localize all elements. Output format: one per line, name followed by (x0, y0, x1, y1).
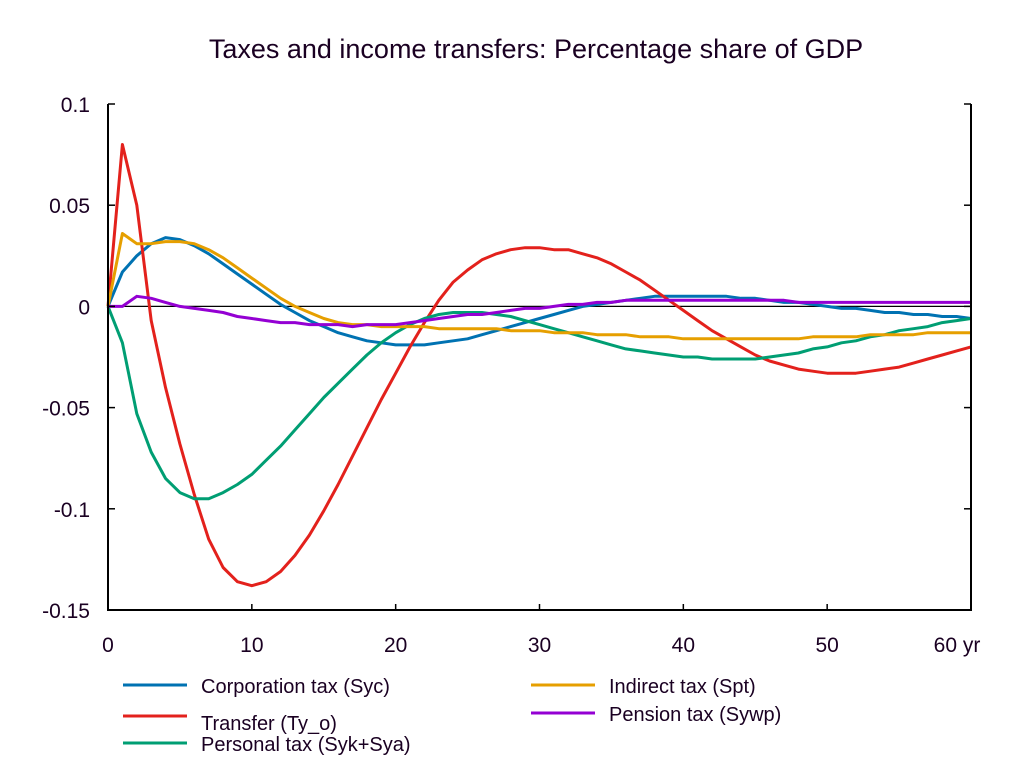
x-tick-label: 60 yr (934, 634, 981, 657)
legend-label: Corporation tax (Syc) (201, 676, 390, 698)
y-tick-label: -0.15 (42, 600, 90, 623)
x-tick-label: 30 (528, 634, 551, 657)
y-tick-label: 0.05 (49, 195, 90, 218)
legend-label: Indirect tax (Spt) (609, 676, 756, 698)
axis-frame (107, 104, 972, 611)
x-tick-label: 40 (672, 634, 695, 657)
series-line-personal-tax-syk-sya (106, 305, 972, 501)
plot-area: 0.1 0.05 0 -0.05 -0.1 -0.15 0 10 20 30 40 50 60 yr (42, 94, 980, 657)
y-tick-label: -0.1 (54, 499, 90, 522)
x-axis: 0 10 20 30 40 50 60 yr (102, 604, 980, 657)
series-line-corporation-tax-syc (106, 236, 972, 347)
x-tick-label: 0 (102, 634, 114, 657)
legend-label: Personal tax (Syk+Sya) (201, 734, 411, 756)
legend-item: Corporation tax (Syc) (123, 676, 390, 698)
series-line-transfer-ty-o (106, 143, 972, 588)
y-tick-label: -0.05 (42, 398, 90, 421)
legend-label: Pension tax (Sywp) (609, 704, 781, 726)
legend-item: Transfer (Ty_o) (123, 713, 337, 735)
y-axis: 0.1 0.05 0 -0.05 -0.1 -0.15 (42, 94, 971, 623)
x-tick-label: 10 (240, 634, 263, 657)
x-tick-label: 50 (815, 634, 838, 657)
series-line-indirect-tax-spt (106, 232, 971, 341)
legend-label: Transfer (Ty_o) (201, 713, 337, 735)
legend-item: Personal tax (Syk+Sya) (123, 734, 411, 756)
legend-item: Indirect tax (Spt) (531, 676, 756, 698)
y-tick-label: 0.1 (61, 94, 90, 117)
series-line-pension-tax-sywp (108, 294, 971, 329)
y-tick-label: 0 (78, 296, 90, 319)
legend-item: Pension tax (Sywp) (531, 704, 781, 726)
legend: Corporation tax (Syc) Transfer (Ty_o)Pers… (123, 676, 781, 756)
x-tick-label: 20 (384, 634, 407, 657)
series-group (106, 143, 972, 588)
chart-title: Taxes and income transfers: Percentage s… (209, 34, 863, 64)
